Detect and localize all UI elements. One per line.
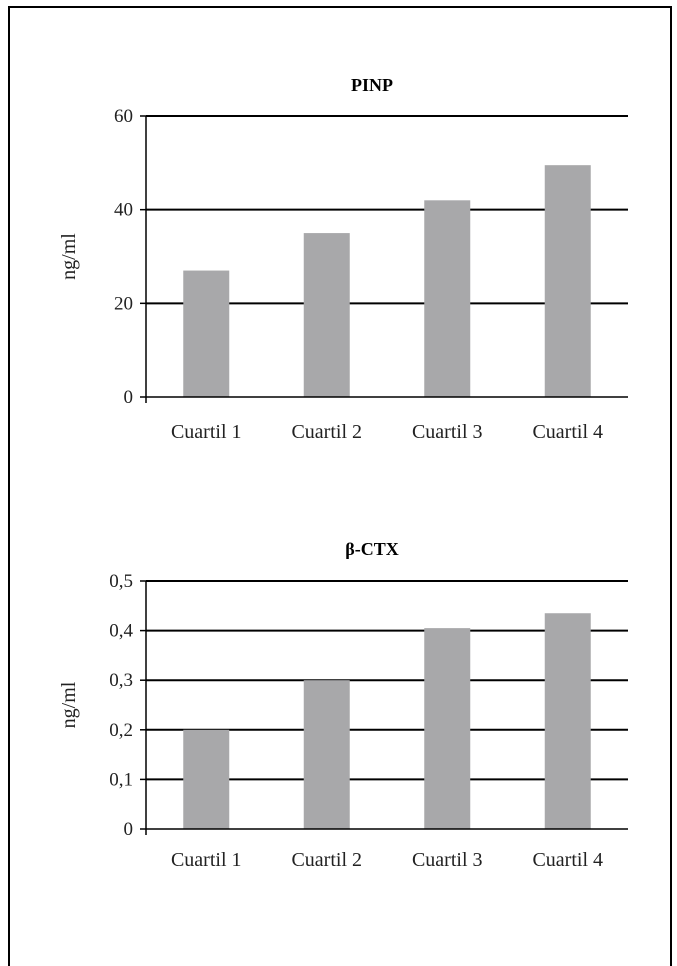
bar-cuartil-2: [303, 680, 350, 829]
y-axis-label: ng/ml: [58, 681, 80, 728]
y-axis-label: ng/ml: [58, 233, 80, 280]
bar-cuartil-3: [424, 200, 471, 397]
x-category-label: Cuartil 3: [412, 849, 483, 871]
bar-cuartil-1: [183, 729, 230, 829]
y-tick-label: 0,1: [109, 769, 133, 790]
x-category-label: Cuartil 4: [532, 421, 603, 443]
x-category-label: Cuartil 3: [412, 421, 483, 443]
y-tick-label: 0,5: [109, 571, 133, 592]
y-tick-label: 0,2: [109, 720, 133, 741]
y-tick-label: 0,4: [109, 621, 133, 642]
chart-title: β-CTX: [345, 539, 398, 559]
bar-cuartil-2: [303, 233, 350, 397]
bar-cuartil-1: [183, 270, 230, 397]
y-tick-label: 0,3: [109, 670, 133, 691]
x-category-label: Cuartil 1: [171, 421, 242, 443]
y-tick-label: 60: [114, 106, 133, 127]
bar-cuartil-4: [544, 165, 591, 397]
y-tick-label: 0: [124, 387, 134, 408]
bar-cuartil-3: [424, 628, 471, 829]
y-tick-label: 20: [114, 293, 133, 314]
x-category-label: Cuartil 2: [291, 421, 362, 443]
x-category-label: Cuartil 4: [532, 849, 603, 871]
y-tick-label: 40: [114, 200, 133, 221]
y-tick-label: 0: [124, 819, 134, 840]
chart-title: PINP: [351, 75, 393, 95]
bar-cuartil-4: [544, 613, 591, 829]
x-category-label: Cuartil 1: [171, 849, 242, 871]
x-category-label: Cuartil 2: [291, 849, 362, 871]
figure-frame: [8, 6, 672, 966]
